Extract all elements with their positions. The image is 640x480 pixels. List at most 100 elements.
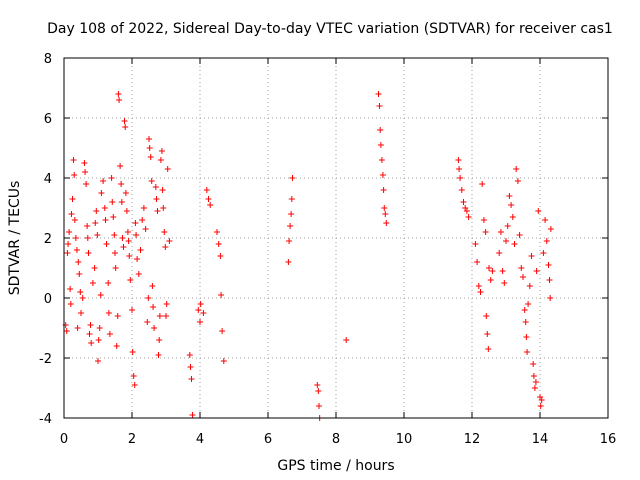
data-point <box>105 280 112 286</box>
data-point <box>499 268 506 274</box>
data-point <box>285 259 292 265</box>
data-point <box>532 379 539 385</box>
data-point <box>164 166 171 172</box>
data-point <box>63 328 70 334</box>
y-tick-label: 0 <box>44 292 52 307</box>
data-point <box>511 241 518 247</box>
x-tick-label: 12 <box>464 432 481 447</box>
data-point <box>71 172 78 178</box>
data-point <box>67 301 74 307</box>
data-point <box>118 181 125 187</box>
x-tick-label: 14 <box>532 432 549 447</box>
data-point <box>520 274 526 280</box>
data-point <box>477 289 484 295</box>
data-point <box>380 187 387 193</box>
data-point <box>288 196 295 202</box>
data-point <box>119 235 126 241</box>
data-point <box>545 262 552 268</box>
data-point <box>73 247 80 253</box>
data-point <box>288 211 295 217</box>
data-point <box>525 301 532 307</box>
data-point <box>103 241 110 247</box>
data-point <box>315 388 322 394</box>
x-axis-label: GPS time / hours <box>277 458 394 474</box>
data-point <box>114 313 121 319</box>
y-tick-label: -4 <box>39 412 52 427</box>
data-point <box>489 268 496 274</box>
data-point <box>146 145 153 151</box>
data-point <box>162 244 169 250</box>
data-point <box>287 223 294 229</box>
data-point <box>87 322 94 328</box>
data-point <box>189 412 196 418</box>
data-point <box>98 190 105 196</box>
data-point <box>137 247 144 253</box>
data-point <box>94 232 101 238</box>
data-point <box>526 283 533 289</box>
data-point <box>537 403 544 409</box>
data-point <box>483 313 490 319</box>
data-point <box>219 328 226 334</box>
data-point <box>109 199 116 205</box>
data-point <box>540 250 547 256</box>
data-point <box>376 103 383 109</box>
data-point <box>530 373 537 379</box>
data-point <box>122 190 129 196</box>
data-point <box>475 283 482 289</box>
data-point <box>496 250 503 256</box>
data-point <box>105 310 112 316</box>
data-point <box>124 229 131 235</box>
data-point <box>145 295 152 301</box>
data-point <box>120 244 127 250</box>
data-point <box>286 238 293 244</box>
data-point <box>81 160 88 166</box>
data-point <box>112 250 118 256</box>
data-point <box>92 220 99 226</box>
data-point <box>531 385 538 391</box>
plot-frame <box>63 57 609 419</box>
data-point <box>144 319 151 325</box>
data-point <box>117 163 124 169</box>
data-point <box>547 226 554 232</box>
y-axis-label: SDTVAR / TECUs <box>7 181 23 296</box>
data-point <box>289 175 296 181</box>
data-point <box>381 205 388 211</box>
data-point <box>375 91 382 97</box>
data-point <box>207 202 214 208</box>
data-point <box>122 124 129 130</box>
data-point <box>522 319 529 325</box>
data-point <box>140 205 147 211</box>
data-point <box>215 241 222 247</box>
data-point <box>383 220 390 226</box>
data-point <box>203 187 210 193</box>
data-point <box>86 331 93 337</box>
data-point <box>70 157 77 163</box>
data-point <box>91 265 98 271</box>
data-point <box>148 178 155 184</box>
data-point <box>111 232 118 238</box>
data-point <box>95 358 101 364</box>
data-point <box>472 241 479 247</box>
data-point <box>543 238 550 244</box>
data-point <box>379 172 386 178</box>
data-point <box>166 238 173 244</box>
data-point <box>456 166 463 172</box>
data-point <box>150 304 157 310</box>
data-point <box>76 271 83 277</box>
data-point <box>455 157 462 163</box>
data-point <box>479 181 486 187</box>
data-point <box>130 373 137 379</box>
data-point <box>460 199 467 205</box>
data-point <box>68 211 75 217</box>
data-point <box>516 232 523 238</box>
data-point <box>84 223 91 229</box>
data-point <box>156 337 163 343</box>
data-point <box>533 268 540 274</box>
data-point <box>160 205 167 211</box>
data-point <box>547 295 554 301</box>
data-point <box>518 265 525 271</box>
data-point <box>75 259 82 265</box>
data-point <box>152 184 159 190</box>
data-point <box>497 229 504 235</box>
data-point <box>205 196 212 202</box>
